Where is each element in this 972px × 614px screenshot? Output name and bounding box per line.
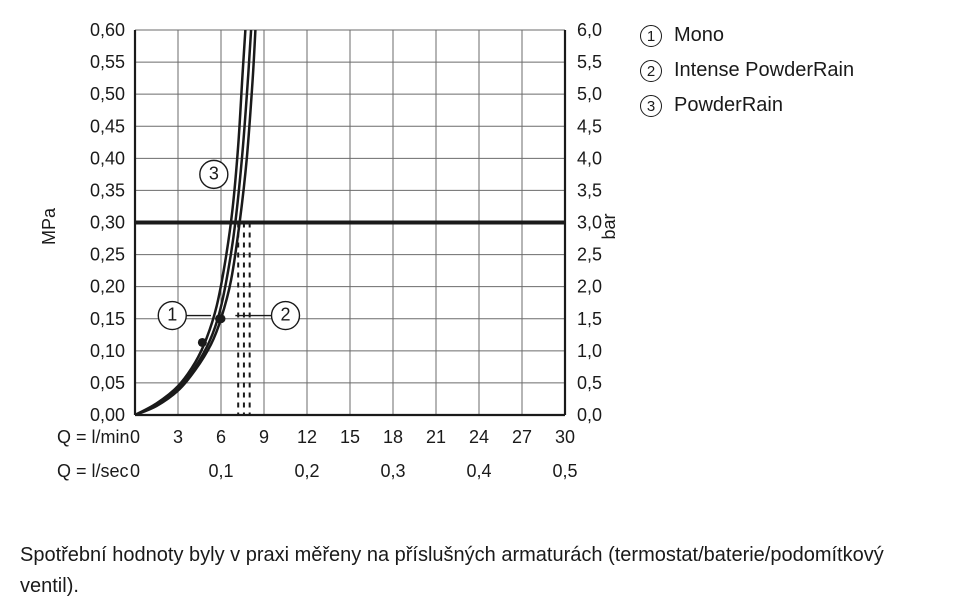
svg-text:1,0: 1,0 bbox=[577, 341, 602, 361]
svg-text:18: 18 bbox=[383, 427, 403, 447]
legend-marker: 3 bbox=[640, 95, 662, 117]
svg-text:0,50: 0,50 bbox=[90, 84, 125, 104]
svg-text:MPa: MPa bbox=[39, 207, 59, 245]
svg-text:0,40: 0,40 bbox=[90, 148, 125, 168]
legend: 1 Mono 2 Intense PowderRain 3 PowderRain bbox=[640, 24, 854, 129]
svg-text:0,30: 0,30 bbox=[90, 213, 125, 233]
svg-text:5,5: 5,5 bbox=[577, 52, 602, 72]
svg-text:1: 1 bbox=[167, 305, 177, 325]
flow-pressure-chart: 1320,000,050,100,150,200,250,300,350,400… bbox=[20, 20, 620, 535]
svg-text:0,35: 0,35 bbox=[90, 180, 125, 200]
svg-text:0,00: 0,00 bbox=[90, 405, 125, 425]
svg-text:21: 21 bbox=[426, 427, 446, 447]
svg-text:2: 2 bbox=[280, 305, 290, 325]
svg-text:3,5: 3,5 bbox=[577, 180, 602, 200]
svg-text:5,0: 5,0 bbox=[577, 84, 602, 104]
legend-row: 2 Intense PowderRain bbox=[640, 59, 854, 82]
svg-text:1,5: 1,5 bbox=[577, 309, 602, 329]
svg-text:0,5: 0,5 bbox=[577, 373, 602, 393]
svg-text:0,2: 0,2 bbox=[294, 461, 319, 481]
svg-text:0,10: 0,10 bbox=[90, 341, 125, 361]
svg-text:0,15: 0,15 bbox=[90, 309, 125, 329]
svg-text:bar: bar bbox=[599, 213, 619, 239]
legend-marker: 2 bbox=[640, 60, 662, 82]
svg-text:0: 0 bbox=[130, 427, 140, 447]
caption-text: Spotřební hodnoty byly v praxi měřeny na… bbox=[20, 540, 942, 602]
svg-text:0,20: 0,20 bbox=[90, 277, 125, 297]
svg-text:0,5: 0,5 bbox=[552, 461, 577, 481]
svg-text:0,25: 0,25 bbox=[90, 245, 125, 265]
svg-text:0,0: 0,0 bbox=[577, 405, 602, 425]
svg-text:6,0: 6,0 bbox=[577, 20, 602, 40]
svg-text:12: 12 bbox=[297, 427, 317, 447]
legend-row: 3 PowderRain bbox=[640, 94, 854, 117]
svg-text:9: 9 bbox=[259, 427, 269, 447]
svg-text:0,45: 0,45 bbox=[90, 116, 125, 136]
legend-row: 1 Mono bbox=[640, 24, 854, 47]
svg-text:3: 3 bbox=[173, 427, 183, 447]
svg-text:Q = l/sec: Q = l/sec bbox=[57, 461, 129, 481]
svg-text:3: 3 bbox=[209, 163, 219, 183]
svg-text:0,3: 0,3 bbox=[380, 461, 405, 481]
svg-text:30: 30 bbox=[555, 427, 575, 447]
svg-text:2,5: 2,5 bbox=[577, 245, 602, 265]
legend-label: Mono bbox=[674, 24, 724, 47]
svg-text:24: 24 bbox=[469, 427, 489, 447]
svg-text:4,5: 4,5 bbox=[577, 116, 602, 136]
svg-text:0,60: 0,60 bbox=[90, 20, 125, 40]
svg-text:2,0: 2,0 bbox=[577, 277, 602, 297]
svg-text:4,0: 4,0 bbox=[577, 148, 602, 168]
svg-text:27: 27 bbox=[512, 427, 532, 447]
svg-text:6: 6 bbox=[216, 427, 226, 447]
svg-text:15: 15 bbox=[340, 427, 360, 447]
svg-text:0,4: 0,4 bbox=[466, 461, 491, 481]
legend-label: PowderRain bbox=[674, 94, 783, 117]
svg-text:0,55: 0,55 bbox=[90, 52, 125, 72]
svg-text:0,1: 0,1 bbox=[208, 461, 233, 481]
legend-label: Intense PowderRain bbox=[674, 59, 854, 82]
legend-marker: 1 bbox=[640, 25, 662, 47]
svg-text:0,05: 0,05 bbox=[90, 373, 125, 393]
svg-text:0: 0 bbox=[130, 461, 140, 481]
svg-text:Q = l/min: Q = l/min bbox=[57, 427, 130, 447]
